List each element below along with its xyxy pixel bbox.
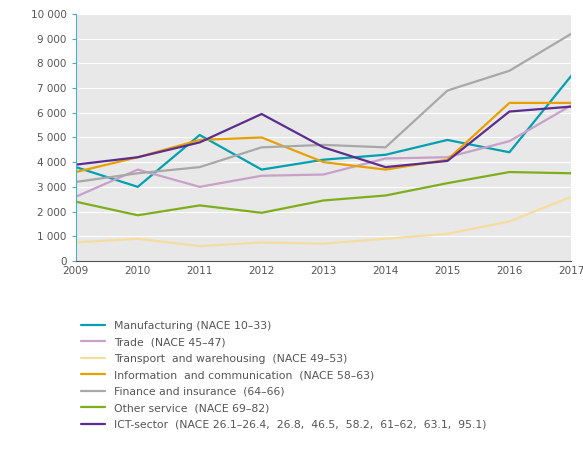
Legend: Manufacturing (NACE 10–33), Trade  (NACE 45–47), Transport  and warehousing  (NA: Manufacturing (NACE 10–33), Trade (NACE … <box>81 321 486 430</box>
